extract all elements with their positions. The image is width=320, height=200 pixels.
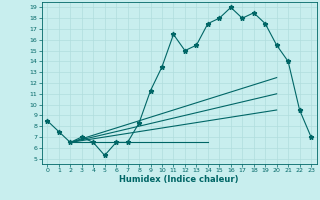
X-axis label: Humidex (Indice chaleur): Humidex (Indice chaleur) — [119, 175, 239, 184]
